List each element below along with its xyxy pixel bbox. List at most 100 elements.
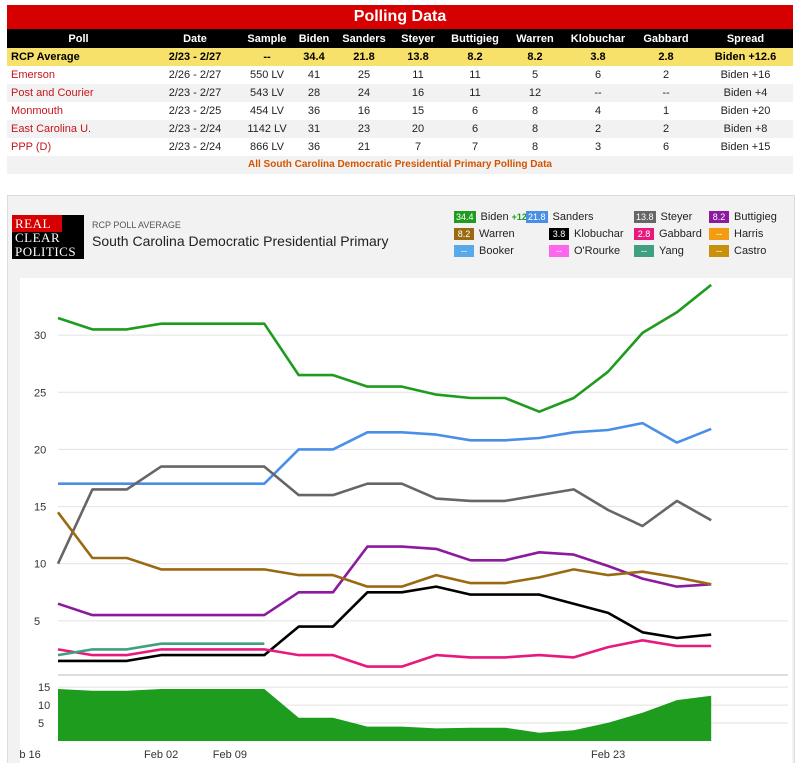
cell-buttigieg: 11 — [442, 84, 508, 102]
cell-warren: 8 — [531, 105, 539, 117]
cell-steyer: 7 — [414, 141, 422, 153]
x-tick-label: Feb 16 — [20, 749, 41, 761]
col-header-biden[interactable]: Biden — [294, 29, 334, 48]
series-line-biden[interactable] — [57, 283, 713, 413]
cell-date: 2/23 - 2/27 — [150, 84, 240, 102]
cell-warren: 8 — [508, 120, 562, 138]
legend-value-badge: -- — [549, 245, 569, 258]
table-row: PPP (D) 2/23 - 2/24 866 LV 36 21 7 7 8 3 6 Biden +… — [7, 138, 793, 156]
cell-sample: -- — [240, 48, 294, 66]
legend-item-castro[interactable]: -- Castro — [709, 244, 766, 258]
cell-poll[interactable]: Emerson — [11, 69, 56, 81]
series-line-warren[interactable] — [56, 511, 712, 588]
cell-warren: 8.2 — [508, 48, 562, 66]
all-polling-data-link[interactable]: All South Carolina Democratic Presidenti… — [7, 156, 793, 174]
cell-steyer: 11 — [412, 69, 424, 81]
cell-spread: Biden +15 — [720, 141, 771, 153]
legend-value-badge: 3.8 — [549, 228, 569, 241]
cell-gabbard: -- — [634, 84, 698, 102]
series-line-yang[interactable] — [57, 642, 265, 657]
cell-poll[interactable]: East Carolina U. — [7, 120, 150, 138]
legend-value-badge: 34.4 — [454, 211, 476, 224]
cell-klobuchar: -- — [562, 84, 634, 102]
col-header-spread[interactable]: Spread — [698, 29, 793, 48]
legend-value-badge: -- — [454, 245, 474, 258]
cell-buttigieg: 6 — [442, 120, 508, 138]
legend-item-orourke[interactable]: -- O'Rourke — [549, 244, 620, 258]
legend-label: Harris — [734, 228, 764, 240]
col-header-gabbard[interactable]: Gabbard — [634, 29, 698, 48]
x-tick-label: Feb 02 — [144, 749, 178, 761]
cell-poll[interactable]: PPP (D) — [11, 141, 52, 153]
cell-biden: 31 — [294, 120, 334, 138]
logo-word-real: REAL — [15, 216, 51, 231]
spread-area[interactable] — [58, 689, 712, 741]
cell-sample: 454 LV — [249, 105, 285, 117]
col-header-date[interactable]: Date — [150, 29, 240, 48]
legend-label: Gabbard — [659, 228, 702, 240]
cell-sanders: 21 — [357, 141, 371, 153]
series-line-sanders[interactable] — [58, 421, 712, 485]
cell-biden: 36 — [307, 141, 321, 153]
cell-poll[interactable]: Post and Courier — [7, 84, 150, 102]
legend-label: Buttigieg — [734, 211, 777, 223]
cell-gabbard: 2.8 — [634, 48, 698, 66]
cell-sanders: 24 — [334, 84, 394, 102]
legend-item-biden[interactable]: 34.4 Biden +12.6 — [454, 210, 534, 224]
table-row: Emerson 2/26 - 2/27 550 LV 41 25 11 11 5 6 2 Biden… — [7, 66, 793, 84]
chart-title: South Carolina Democratic Presidential P… — [92, 233, 389, 249]
series-line-klobuchar[interactable] — [58, 585, 712, 663]
cell-spread: Biden +4 — [698, 84, 793, 102]
cell-gabbard: 2 — [662, 69, 670, 81]
realclearpolitics-logo[interactable]: REAL CLEAR POLITICS — [12, 215, 84, 259]
y-tick-label: 20 — [34, 444, 46, 456]
col-header-buttigieg[interactable]: Buttigieg — [442, 29, 508, 48]
cell-klobuchar: 3 — [594, 141, 602, 153]
legend-value-badge: -- — [709, 228, 729, 241]
col-header-sanders[interactable]: Sanders — [334, 29, 394, 48]
cell-steyer: 15 — [411, 105, 425, 117]
col-header-warren[interactable]: Warren — [508, 29, 562, 48]
legend-item-steyer[interactable]: 13.8 Steyer — [634, 210, 692, 224]
cell-sample: 543 LV — [240, 84, 294, 102]
cell-biden: 41 — [307, 69, 321, 81]
y-tick-label: 30 — [34, 330, 46, 342]
col-header-poll[interactable]: Poll — [7, 29, 150, 48]
legend-item-warren[interactable]: 8.2 Warren — [454, 227, 515, 241]
legend-item-booker[interactable]: -- Booker — [454, 244, 514, 258]
series-line-gabbard[interactable] — [57, 639, 712, 668]
cell-date: 2/23 - 2/24 — [168, 141, 222, 153]
legend-item-harris[interactable]: -- Harris — [709, 227, 763, 241]
series-line-steyer[interactable] — [56, 465, 712, 565]
cell-gabbard: 2 — [634, 120, 698, 138]
legend-value-badge: 13.8 — [634, 211, 656, 224]
col-header-sample[interactable]: Sample — [240, 29, 294, 48]
legend-value-badge: 8.2 — [454, 228, 474, 241]
legend-item-sanders[interactable]: 21.8 Sanders — [526, 210, 594, 224]
line-chart-svg[interactable]: 5 10 15 20 25 30 5 10 15 Feb 02 Feb 09 Feb 16 Feb 23 — [6, 278, 792, 763]
cell-buttigieg: 8.2 — [442, 48, 508, 66]
series-line-buttigieg[interactable] — [57, 545, 712, 617]
cell-sample: 1142 LV — [240, 120, 294, 138]
table-row: Monmouth 2/23 - 2/25 454 LV 36 16 15 6 8 4 1 Biden… — [7, 102, 793, 120]
legend-item-buttigieg[interactable]: 8.2 Buttigieg — [709, 210, 777, 224]
col-header-klobuchar[interactable]: Klobuchar — [562, 29, 634, 48]
cell-poll: RCP Average — [7, 48, 150, 66]
cell-sanders: 23 — [334, 120, 394, 138]
table-row: Post and Courier 2/23 - 2/27 543 LV 28 24 16 1… — [7, 84, 793, 102]
y-tick-label: 10 — [38, 700, 50, 712]
cell-biden: 28 — [294, 84, 334, 102]
cell-gabbard: 6 — [662, 141, 670, 153]
legend-item-gabbard[interactable]: 2.8 Gabbard — [634, 227, 702, 241]
cell-warren: 12 — [508, 84, 562, 102]
legend-item-klobuchar[interactable]: 3.8 Klobuchar — [549, 227, 624, 241]
cell-poll[interactable]: Monmouth — [11, 105, 63, 117]
legend-value-badge: -- — [634, 245, 654, 258]
legend-value-badge: 8.2 — [709, 211, 729, 224]
cell-gabbard: 1 — [662, 105, 670, 117]
legend-label: Biden — [480, 211, 509, 223]
y-tick-label: 15 — [34, 502, 46, 514]
col-header-steyer[interactable]: Steyer — [394, 29, 442, 48]
legend-item-yang[interactable]: -- Yang — [634, 244, 684, 258]
cell-sanders: 21.8 — [334, 48, 394, 66]
